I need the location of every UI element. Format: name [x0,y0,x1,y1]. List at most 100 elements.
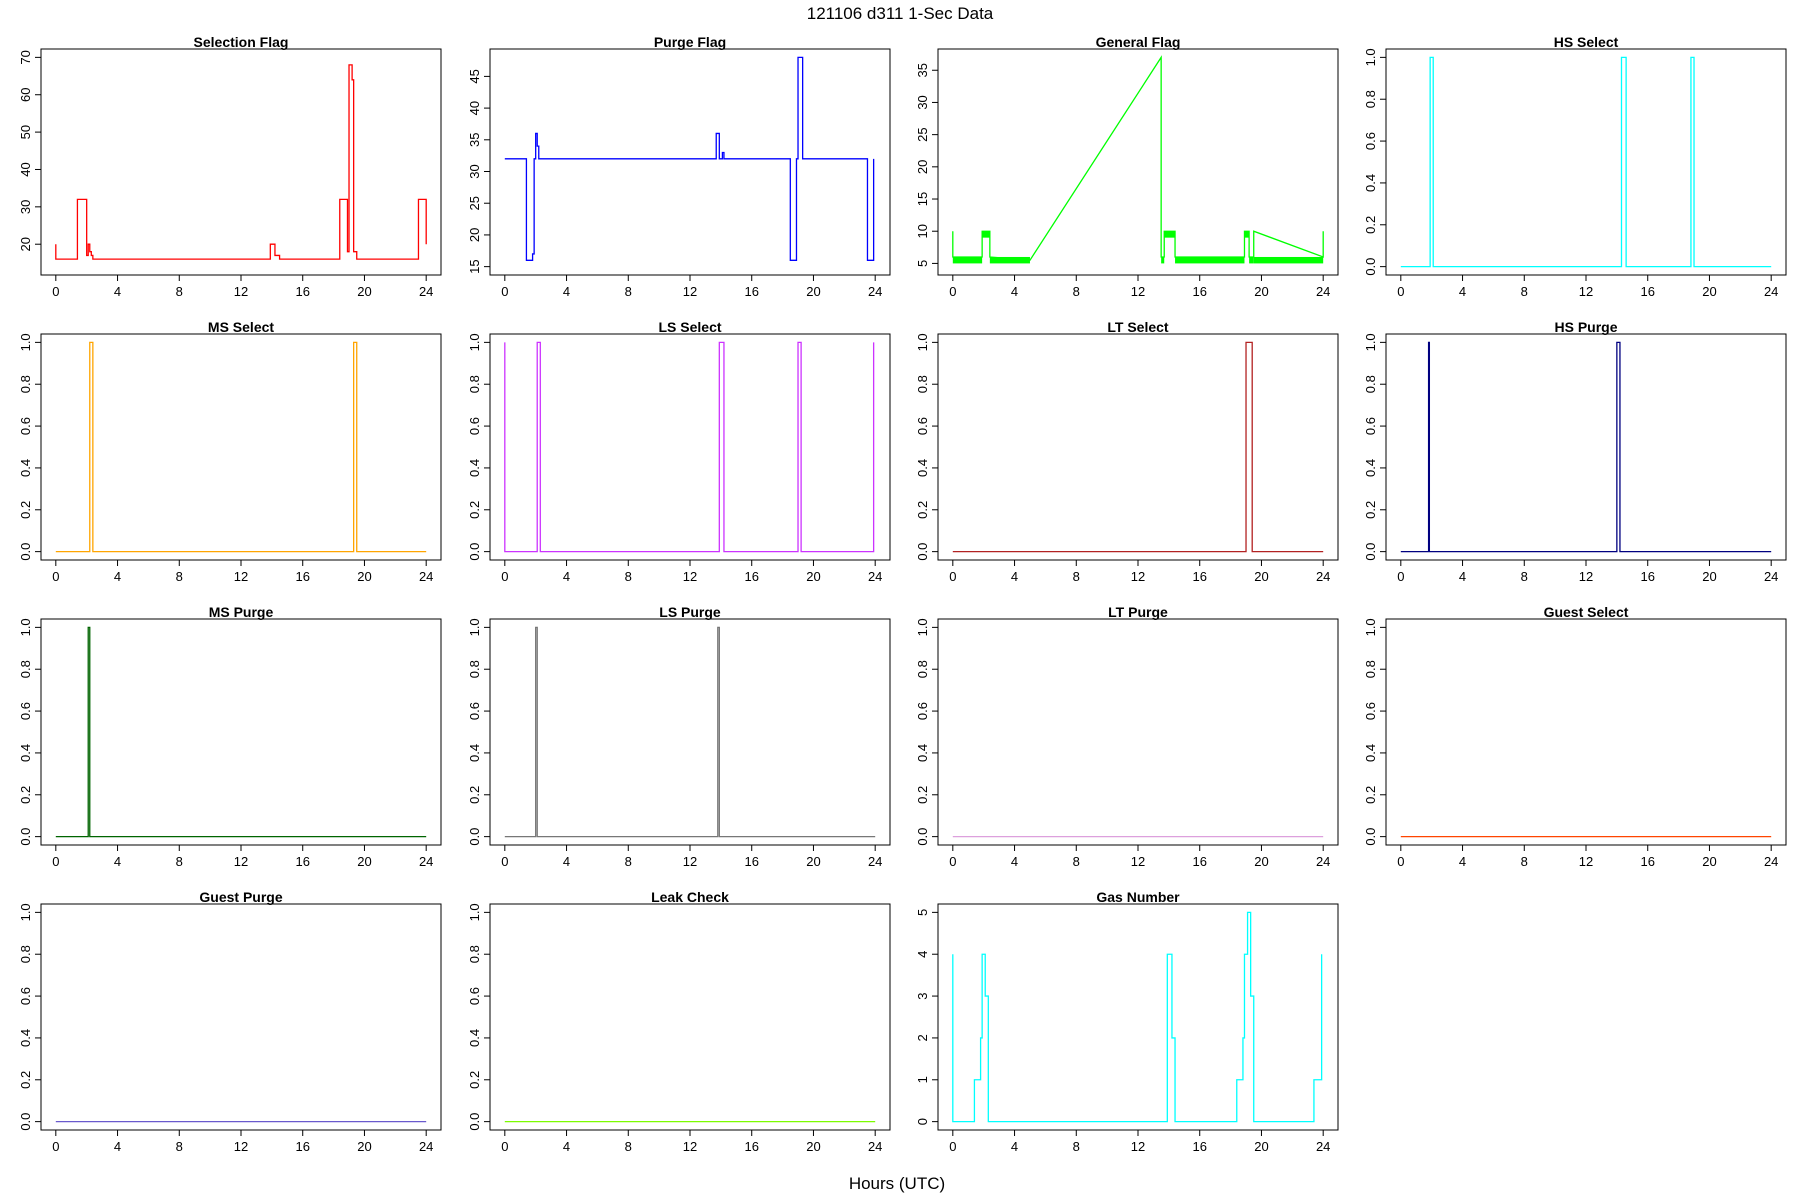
y-tick-label: 0.8 [915,660,930,678]
x-tick-label: 0 [949,854,956,869]
x-tick-label: 20 [1254,1139,1268,1154]
x-tick-label: 0 [52,569,59,584]
y-tick-label: 15 [915,192,930,206]
x-tick-label: 16 [744,1139,758,1154]
y-tick-label: 0.6 [18,987,33,1005]
y-tick-label: 35 [467,133,482,147]
x-tick-label: 0 [1397,854,1404,869]
x-tick-label: 8 [1073,569,1080,584]
y-tick-label: 1.0 [915,333,930,351]
y-tick-label: 0.2 [18,1071,33,1089]
series-band [952,256,983,264]
x-tick-label: 4 [563,854,570,869]
series-band [1253,256,1324,264]
panel-title: Guest Purge [199,889,282,905]
y-tick-label: 0.6 [1363,417,1378,435]
panel-title: Selection Flag [194,34,289,50]
y-tick-label: 4 [915,951,930,958]
panel-data [952,911,1323,1123]
x-tick-label: 12 [234,854,248,869]
y-tick-label: 25 [467,196,482,210]
y-tick-label: 0.4 [467,744,482,762]
x-tick-label: 16 [1640,284,1654,299]
y-tick-label: 0.0 [1363,543,1378,561]
x-tick-label: 0 [949,1139,956,1154]
y-tick-label: 0.4 [915,459,930,477]
x-tick-label: 8 [1073,284,1080,299]
panel-title: MS Select [208,319,274,335]
y-tick-label: 30 [915,95,930,109]
y-tick-label: 1.0 [18,333,33,351]
panel-data [504,341,875,553]
panel-0: Selection Flag 0 4 8 12 16 20 24 20 30 40 50 60 70 [18,34,442,299]
y-tick-label: 0.8 [467,945,482,963]
x-tick-label: 4 [1011,284,1018,299]
y-tick-label: 0.8 [467,375,482,393]
panel-title: MS Purge [209,604,274,620]
x-tick-label: 24 [1764,854,1778,869]
series-band [989,256,1030,264]
y-tick-label: 0.0 [467,543,482,561]
panel-title: LT Purge [1108,604,1168,620]
y-tick-label: 0.4 [18,459,33,477]
x-tick-label: 4 [563,569,570,584]
panel-title: HS Purge [1554,319,1617,335]
x-tick-label: 4 [1011,1139,1018,1154]
panel-title: Purge Flag [654,34,726,50]
x-tick-label: 8 [1073,1139,1080,1154]
y-tick-label: 0.8 [18,660,33,678]
x-tick-label: 16 [744,854,758,869]
y-tick-label: 0.8 [18,945,33,963]
x-tick-label: 12 [234,569,248,584]
series-line [952,55,1324,261]
y-tick-label: 2 [915,1034,930,1041]
x-tick-label: 12 [1131,1139,1145,1154]
x-tick-label: 4 [114,1139,121,1154]
panel-title: LS Purge [659,604,721,620]
y-tick-label: 0.6 [1363,132,1378,150]
y-tick-label: 0 [915,1118,930,1125]
panel-data [952,341,1324,553]
x-tick-label: 24 [419,284,433,299]
y-tick-label: 0.0 [1363,828,1378,846]
x-tick-label: 8 [625,569,632,584]
panel-data [55,341,427,553]
panel-8: MS Purge 0 4 8 12 16 20 24 0.0 0.2 0.4 0.6 0.8 1.0 [18,604,442,869]
series-band [1164,231,1176,238]
y-tick-label: 20 [915,160,930,174]
x-tick-label: 20 [357,284,371,299]
x-tick-label: 4 [1459,854,1466,869]
panel-title: LS Select [658,319,721,335]
x-tick-label: 24 [868,854,882,869]
y-tick-label: 0.6 [915,702,930,720]
series-line [1400,56,1772,268]
x-tick-label: 20 [806,569,820,584]
x-tick-label: 0 [949,284,956,299]
y-tick-label: 0.2 [18,501,33,519]
y-tick-label: 0.2 [915,786,930,804]
y-tick-label: 70 [18,50,33,64]
x-tick-label: 12 [1131,854,1145,869]
y-tick-label: 40 [18,162,33,176]
x-tick-label: 16 [744,284,758,299]
y-tick-label: 45 [467,69,482,83]
y-tick-label: 25 [915,127,930,141]
x-tick-label: 0 [52,1139,59,1154]
panel-title: HS Select [1554,34,1619,50]
x-tick-label: 8 [1073,854,1080,869]
y-tick-label: 30 [18,200,33,214]
y-tick-label: 1.0 [915,618,930,636]
y-tick-label: 0.0 [1363,258,1378,276]
x-tick-label: 4 [114,284,121,299]
y-tick-label: 0.2 [1363,501,1378,519]
series-line [55,341,427,553]
x-tick-label: 8 [625,284,632,299]
x-tick-label: 24 [419,854,433,869]
panel-1: Purge Flag 0 4 8 12 16 20 24 15 20 25 30 35 40 45 [467,34,891,299]
y-tick-label: 1.0 [1363,333,1378,351]
x-tick-label: 16 [295,854,309,869]
y-tick-label: 1 [915,1076,930,1083]
y-tick-label: 1.0 [18,618,33,636]
figure-xlabel: Hours (UTC) [849,1174,945,1193]
